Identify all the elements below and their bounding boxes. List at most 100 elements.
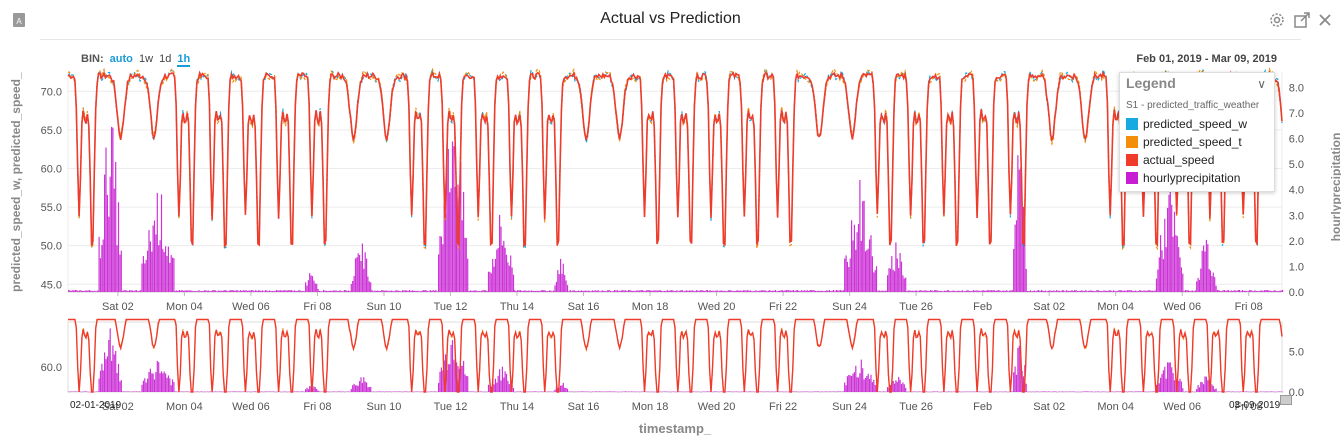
overview-precip-bar bbox=[196, 391, 199, 392]
precip-bar bbox=[734, 291, 736, 292]
overview-precip-bar bbox=[842, 391, 844, 392]
document-icon[interactable]: A bbox=[10, 11, 28, 29]
overview-precip-bar bbox=[1197, 384, 1199, 392]
overview-precip-bar bbox=[429, 391, 431, 392]
precip-bar bbox=[521, 290, 523, 292]
overview-precip-bar bbox=[213, 391, 215, 393]
precip-bar bbox=[334, 290, 336, 292]
precip-bar bbox=[589, 290, 591, 292]
overview-precip-bar bbox=[607, 391, 609, 392]
overview-precip-bar bbox=[802, 391, 804, 393]
bin-option-1h[interactable]: 1h bbox=[177, 53, 191, 67]
precip-bar bbox=[985, 290, 987, 292]
precip-bar bbox=[820, 290, 822, 292]
legend-item-actual-speed[interactable]: actual_speed bbox=[1126, 153, 1214, 169]
overview-precip-bar bbox=[1226, 391, 1228, 392]
x-tick-label: Fri 08 bbox=[1235, 301, 1263, 313]
precip-bar bbox=[705, 290, 707, 292]
overview-precip-bar bbox=[1266, 391, 1268, 393]
precip-bar bbox=[499, 214, 501, 292]
legend-item-hourlyprecipitation[interactable]: hourlyprecipitation bbox=[1126, 171, 1240, 187]
overview-precip-bar bbox=[547, 391, 549, 392]
overview-precip-bar bbox=[623, 391, 625, 392]
precip-bar bbox=[892, 269, 894, 292]
precip-bar bbox=[112, 127, 114, 292]
precip-bar bbox=[630, 290, 632, 292]
overview-precip-bar bbox=[560, 385, 562, 392]
chevron-down-icon[interactable]: ∨ bbox=[1257, 77, 1266, 91]
gear-icon[interactable] bbox=[1268, 11, 1286, 29]
overview-precip-bar bbox=[572, 391, 574, 393]
overview-precip-bar bbox=[954, 391, 957, 392]
overview-precip-bar bbox=[357, 385, 359, 392]
overview-precip-bar bbox=[792, 391, 794, 392]
overview-precip-bar bbox=[925, 391, 927, 392]
precip-bar bbox=[1205, 239, 1207, 292]
overview-precip-bar bbox=[676, 391, 678, 393]
precip-bar bbox=[478, 291, 480, 292]
precip-bar bbox=[586, 290, 588, 292]
precip-bar bbox=[1053, 290, 1055, 292]
precip-bar bbox=[928, 290, 930, 292]
bin-option-1w[interactable]: 1w bbox=[138, 53, 154, 65]
overview-precip-bar bbox=[472, 391, 474, 392]
precip-bar bbox=[388, 290, 390, 292]
overview-precip-bar bbox=[95, 391, 97, 392]
overview-precip-bar bbox=[1182, 388, 1184, 392]
overview-precip-bar bbox=[1172, 373, 1174, 392]
overview-precip-bar bbox=[593, 391, 595, 393]
precip-bar bbox=[1025, 268, 1027, 292]
bin-option-1d[interactable]: 1d bbox=[159, 53, 172, 65]
overview-precip-bar bbox=[1216, 391, 1219, 393]
precip-bar bbox=[158, 245, 160, 292]
precip-bar bbox=[364, 252, 366, 292]
precip-bar bbox=[874, 270, 876, 292]
overview-precip-bar bbox=[726, 391, 728, 392]
overview-precip-bar bbox=[1020, 357, 1022, 392]
precip-bar bbox=[479, 291, 481, 292]
precip-bar bbox=[548, 290, 551, 292]
precip-bar bbox=[608, 290, 610, 292]
overview-precip-bar bbox=[569, 391, 571, 393]
overview-precip-bar bbox=[505, 373, 508, 392]
precip-bar bbox=[385, 290, 387, 292]
precip-bar bbox=[511, 267, 513, 292]
precip-bar bbox=[803, 290, 806, 292]
overview-precip-bar bbox=[857, 377, 860, 392]
overview-precip-bar bbox=[1032, 391, 1034, 392]
precip-bar bbox=[1264, 290, 1266, 292]
overview-precip-bar bbox=[960, 391, 962, 393]
precip-bar bbox=[124, 290, 126, 292]
precip-bar bbox=[1257, 291, 1259, 292]
overview-precip-bar bbox=[235, 391, 237, 392]
close-icon[interactable] bbox=[1316, 11, 1334, 29]
overview-precip-bar bbox=[974, 391, 976, 393]
overview-precip-bar bbox=[249, 391, 251, 393]
precip-bar bbox=[428, 291, 430, 292]
chart-header: A Actual vs Prediction bbox=[0, 0, 1341, 40]
bin-option-auto[interactable]: auto bbox=[109, 53, 133, 65]
overview-precip-bar bbox=[339, 391, 341, 392]
overview-precip-bar bbox=[651, 391, 653, 393]
overview-precip-bar bbox=[675, 391, 677, 393]
overview-precip-bar bbox=[346, 391, 348, 392]
overview-precip-bar bbox=[1006, 391, 1008, 393]
range-handle-right[interactable] bbox=[1280, 395, 1292, 405]
overview-precip-bar bbox=[108, 340, 110, 392]
overview-precip-bar bbox=[1130, 391, 1133, 392]
precip-bar bbox=[809, 290, 811, 292]
legend-item-predicted-speed-w[interactable]: predicted_speed_w bbox=[1126, 117, 1247, 133]
overview-precip-bar bbox=[670, 391, 672, 393]
precip-bar bbox=[1201, 250, 1203, 292]
overview-precip-bar bbox=[622, 391, 624, 392]
overview-precip-bar bbox=[597, 391, 599, 392]
legend-item-predicted-speed-t[interactable]: predicted_speed_t bbox=[1126, 135, 1242, 151]
share-icon[interactable] bbox=[1293, 11, 1311, 29]
overview-precip-bar bbox=[1282, 391, 1284, 393]
precip-bar bbox=[698, 290, 700, 292]
precip-bar bbox=[273, 291, 275, 292]
precip-bar bbox=[242, 290, 244, 292]
precip-bar bbox=[1064, 291, 1066, 292]
precip-bar bbox=[134, 290, 136, 292]
